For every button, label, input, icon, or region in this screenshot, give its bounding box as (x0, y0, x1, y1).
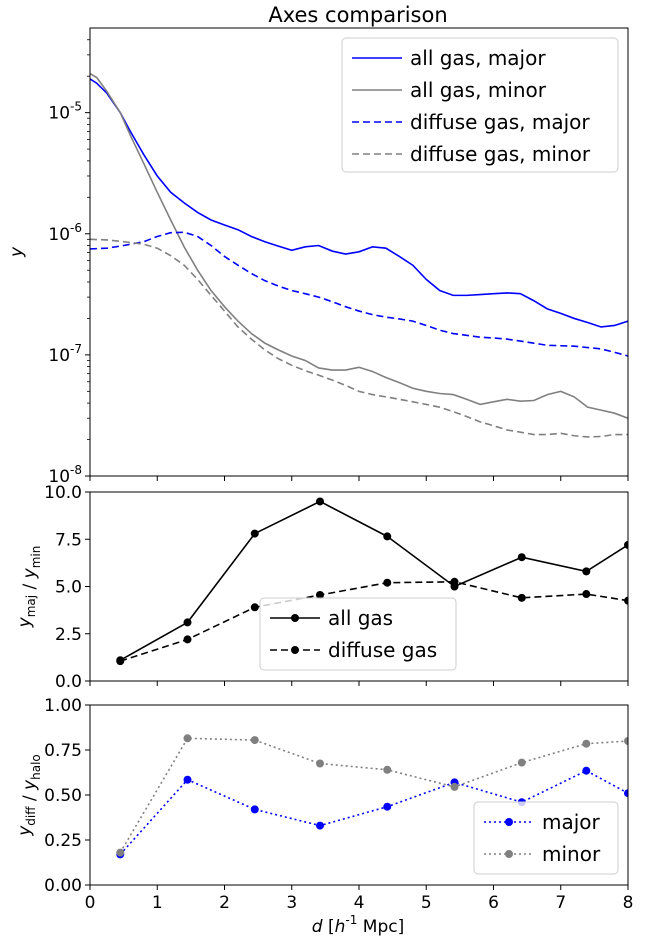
data-point (315, 497, 324, 506)
data-point (383, 532, 392, 541)
x-tick-label: 4 (354, 893, 365, 913)
series-line-0-1 (90, 72, 628, 419)
legend-label: diffuse gas, major (410, 110, 590, 134)
series-line-0-0 (90, 78, 628, 328)
x-tick-label: 3 (286, 893, 297, 913)
legend-label: all gas, major (410, 46, 546, 70)
data-point (517, 758, 526, 767)
y-axis-label: y (7, 246, 27, 258)
legend-label: diffuse gas, minor (410, 142, 591, 166)
legend-label: all gas, minor (410, 78, 547, 102)
y-tick-label: 0.75 (44, 741, 82, 761)
legend-label: minor (542, 842, 601, 866)
y-tick-label: 10-6 (48, 221, 82, 245)
y-tick-label: 1.00 (44, 696, 82, 716)
y-tick-label: 0.50 (44, 786, 82, 806)
y-tick-label: 10-7 (48, 342, 82, 366)
legend-label: diffuse gas (328, 638, 437, 662)
data-point (383, 802, 392, 811)
series-line-0-3 (90, 238, 628, 438)
data-point (582, 590, 591, 599)
data-point (383, 765, 392, 774)
data-point (183, 734, 192, 743)
data-point (183, 618, 192, 627)
data-point (116, 657, 125, 666)
y-tick-label: 2.5 (55, 625, 82, 645)
data-point (383, 578, 392, 587)
x-tick-label: 6 (488, 893, 499, 913)
y-axis-label: ydiff / yhalo (15, 754, 43, 837)
data-point (315, 821, 324, 830)
legend: all gas, major all gas, minor diffuse gas,… (341, 37, 619, 173)
data-point (624, 540, 628, 549)
data-point (450, 782, 459, 791)
panel-major-minor-ratio: 0.0 2.5 5.0 7.5 10.0 ymaj / ymin all gas diffus… (15, 483, 629, 692)
data-point (582, 766, 591, 775)
data-point (250, 603, 259, 612)
y-tick-label: 10-5 (48, 100, 82, 124)
data-point (517, 553, 526, 562)
data-point (517, 593, 526, 602)
y-tick-label: 0.0 (55, 672, 82, 692)
data-point (624, 789, 628, 798)
data-point (582, 739, 591, 748)
x-axis-label: d [h-1 Mpc] (312, 913, 404, 937)
data-point (624, 596, 628, 605)
data-point (116, 848, 125, 857)
x-tick-label: 5 (421, 893, 432, 913)
series-line-0-2 (90, 231, 628, 357)
legend: all gas diffuse gas (259, 597, 457, 671)
chart-title: Axes comparison (268, 3, 447, 27)
y-tick-label: 0.25 (44, 831, 82, 851)
legend-label: major (542, 810, 601, 834)
data-point (582, 567, 591, 576)
y-tick-label: 7.5 (55, 530, 82, 550)
panel-diffuse-halo-ratio: 0 1 2 3 4 5 6 7 8 0.00 0.25 0.50 0.75 1.00 ydiff / yha… (15, 696, 633, 913)
legend-label: all gas (328, 606, 393, 630)
data-point (250, 736, 259, 745)
data-point (183, 635, 192, 644)
data-point (315, 591, 324, 600)
data-point (450, 577, 459, 586)
y-tick-label: 0.00 (44, 876, 82, 896)
data-point (250, 805, 259, 814)
y-tick-label: 5.0 (55, 578, 82, 598)
data-point (183, 775, 192, 784)
x-tick-label: 2 (219, 893, 230, 913)
y-tick-label: 10.0 (44, 483, 82, 503)
x-tick-label: 7 (555, 893, 566, 913)
legend: major minor (473, 801, 619, 875)
x-tick-label: 0 (85, 893, 96, 913)
x-tick-label: 1 (152, 893, 163, 913)
data-point (315, 759, 324, 768)
y-axis-label: ymaj / ymin (15, 546, 43, 629)
data-point (624, 737, 628, 745)
data-point (250, 529, 259, 538)
x-tick-label: 8 (623, 893, 634, 913)
y-tick-label: 10-8 (48, 463, 82, 487)
